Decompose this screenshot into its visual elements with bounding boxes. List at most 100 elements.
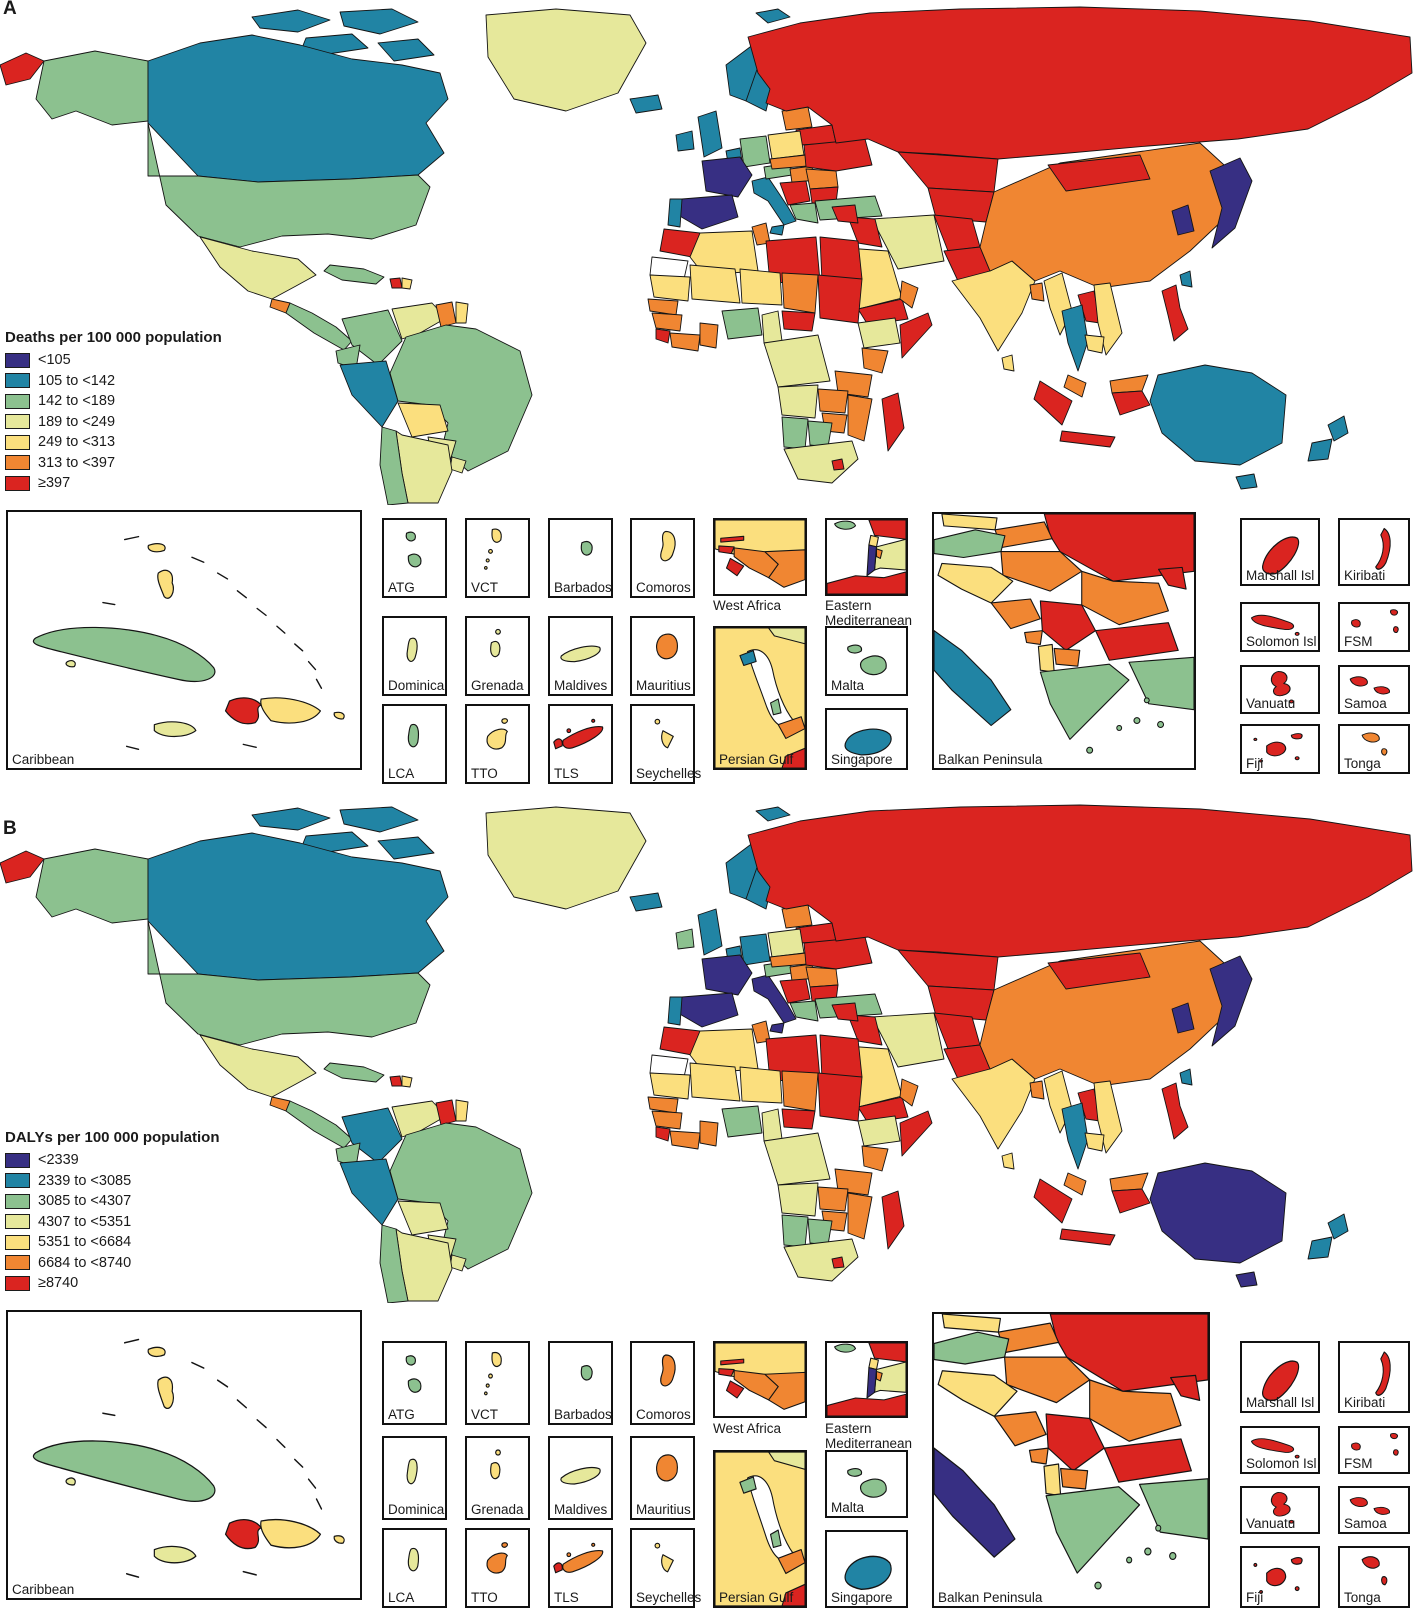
caribbean-bahamas1 (147, 1346, 166, 1358)
balkan-italy (934, 630, 1012, 727)
region-borneo_malaysia (1109, 374, 1149, 394)
island-solomon-isl (1294, 1454, 1300, 1459)
region-syria (831, 1002, 859, 1022)
inset-kiribati: Kiribati (1338, 1341, 1410, 1413)
inset-balkan-peninsula: Balkan Peninsula (932, 512, 1196, 770)
region-kazakhstan (897, 151, 999, 193)
legend-swatch (5, 434, 30, 450)
legend-item-label: 313 to <397 (38, 454, 116, 471)
region-kazakhstan (897, 949, 999, 991)
inset-label-malta: Malta (831, 1500, 865, 1515)
island-tls (553, 738, 563, 750)
island-fsm (1393, 1449, 1399, 1456)
legend-b: DALYs per 100 000 population <2339 2339 t… (5, 1129, 280, 1294)
caribbean-small-island (191, 556, 205, 563)
island-tto (501, 718, 509, 724)
island-kiribati (1375, 1351, 1391, 1396)
inset-grenada: Grenada (465, 1436, 530, 1520)
island-tonga (1381, 748, 1388, 756)
persian-gulf-base (715, 628, 805, 768)
balkan-greece (1045, 1486, 1141, 1574)
balkan-turkey (1138, 1478, 1208, 1540)
island-fiji (1266, 741, 1287, 757)
inset-label-grenada: Grenada (471, 1502, 524, 1517)
region-namibia (781, 416, 809, 450)
region-germany (739, 933, 771, 966)
balkan-macedonia (1060, 1467, 1089, 1490)
caribbean-small-island (125, 1573, 140, 1578)
caribbean-small-island (307, 1478, 317, 1489)
region-canada_arctic2 (339, 8, 419, 35)
region-russia (747, 6, 1413, 160)
region-ireland (675, 130, 695, 152)
inset-label-fiji: Fiji (1246, 1590, 1264, 1605)
caribbean-isle_of_youth (65, 660, 76, 668)
balkan-greek-island (1086, 746, 1094, 754)
west-africa-sierra_leone (725, 557, 745, 577)
caribbean-small-island (216, 572, 229, 580)
inset-fiji: Fiji (1240, 1546, 1320, 1608)
legend-item: 105 to <142 (5, 371, 280, 392)
island-vanuatu (1289, 699, 1294, 704)
inset-label-samoa: Samoa (1344, 696, 1387, 711)
inset-label-persian-gulf: Persian Gulf (719, 752, 794, 767)
region-somalia (899, 312, 933, 359)
balkan-bulgaria (1094, 622, 1179, 661)
island-grenada (490, 640, 501, 658)
region-mauritania (649, 274, 691, 302)
west-africa-guinea_bissau (718, 1368, 735, 1377)
region-brazil (389, 324, 533, 472)
region-greece (789, 202, 819, 224)
region-mali (689, 1062, 741, 1102)
caribbean-small-island (236, 1399, 247, 1409)
balkan-serbia (1045, 1413, 1105, 1472)
region-cambodia (1084, 1132, 1105, 1152)
inset-west-africa (713, 518, 807, 596)
region-sicily (769, 224, 785, 236)
island-comoros (660, 1354, 676, 1387)
region-chile (379, 1224, 409, 1303)
region-cambodia (1084, 334, 1105, 354)
caribbean-small-island (294, 1458, 304, 1468)
inset-label-persian-gulf: Persian Gulf (719, 1590, 794, 1605)
inset-marshall-isl: Marshall Isl (1240, 518, 1320, 586)
region-tasmania (1235, 1271, 1258, 1288)
region-oman (899, 1078, 919, 1107)
region-ethiopia (857, 317, 901, 349)
inset-label-vanuatu: Vanuatu (1246, 1516, 1296, 1531)
region-sudan (817, 274, 863, 324)
region-java (1059, 430, 1116, 448)
inset-solomon-isl: Solomon Isl (1240, 602, 1320, 652)
region-korea (1171, 204, 1195, 236)
region-canada_arctic4 (377, 836, 435, 860)
balkan-albania (1043, 1463, 1062, 1497)
persian-gulf-base (715, 1452, 805, 1606)
balkan-macedonia (1053, 647, 1081, 667)
region-chile (379, 426, 409, 505)
balkan-hungary (1004, 1356, 1091, 1404)
inset-seychelles: Seychelles (630, 704, 701, 784)
region-uk (697, 908, 723, 956)
region-vietnam (1093, 1080, 1123, 1154)
inset-label-dominica: Dominica (388, 678, 445, 693)
caribbean-small-island (307, 660, 317, 671)
island-grenada (495, 628, 501, 635)
region-italy (751, 974, 797, 1024)
island-tls (566, 728, 572, 734)
region-niger (739, 268, 783, 306)
balkan-croatia (937, 1370, 1018, 1417)
inset-label-mauritius: Mauritius (636, 678, 691, 693)
island-fiji (1259, 759, 1264, 763)
region-sicily (769, 1022, 785, 1034)
inset-atg: ATG (382, 518, 447, 598)
caribbean-puerto_rico (333, 1535, 345, 1544)
panel-a-label: A (3, 0, 17, 19)
east-med-cyprus (834, 1343, 857, 1353)
balkan-montenegro (1024, 630, 1043, 646)
island-dominica (406, 1458, 418, 1485)
region-borneo_indonesia (1111, 390, 1151, 416)
region-south_africa (783, 1238, 859, 1282)
west-africa-sierra_leone (725, 1380, 745, 1399)
region-suriname (455, 1099, 469, 1122)
legend-item-label: 105 to <142 (38, 372, 116, 389)
